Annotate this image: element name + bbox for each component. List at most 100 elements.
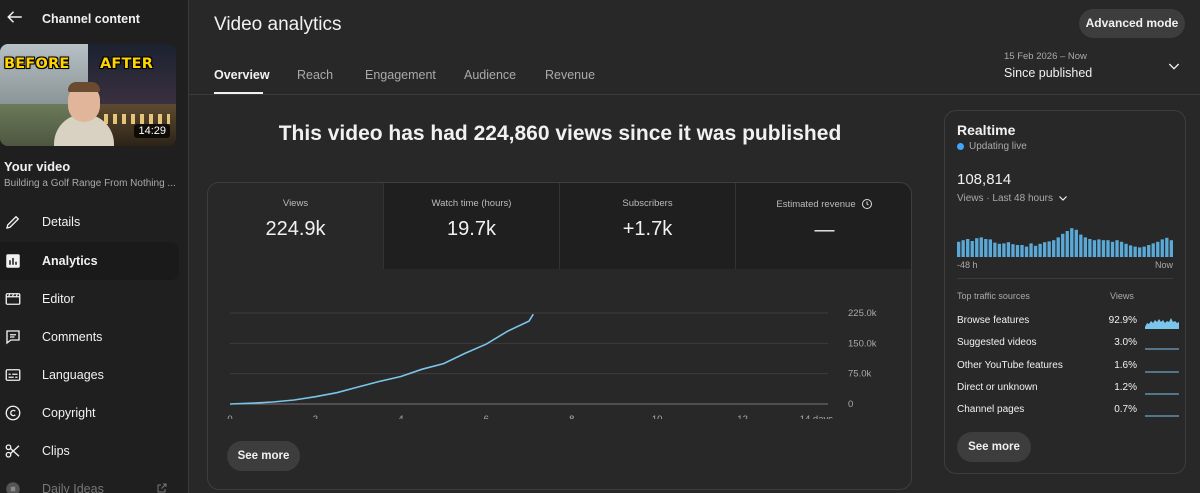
traffic-sparkline — [1145, 415, 1179, 417]
realtime-bar — [1106, 240, 1110, 257]
realtime-see-more-button[interactable]: See more — [957, 432, 1031, 462]
thumbnail-after-label: AFTER — [100, 56, 154, 72]
realtime-bar — [988, 239, 992, 257]
sidebar-item-label: Copyright — [42, 406, 96, 420]
sidebar-item-daily-ideas[interactable]: Daily Ideas — [0, 470, 179, 493]
metric-views[interactable]: Views 224.9k — [208, 183, 384, 269]
sidebar: Channel content BEFORE AFTER 14:29 Your … — [0, 0, 189, 493]
live-dot-icon — [957, 143, 964, 150]
sidebar-item-label: Languages — [42, 368, 104, 382]
sidebar-item-languages[interactable]: Languages — [0, 356, 179, 394]
realtime-bar — [1070, 228, 1074, 257]
sidebar-header: Channel content — [0, 0, 189, 40]
sidebar-item-clips[interactable]: Clips — [0, 432, 179, 470]
realtime-bar — [1024, 246, 1029, 257]
metric-subscribers[interactable]: Subscribers +1.7k — [560, 183, 736, 269]
realtime-bar — [957, 241, 961, 257]
realtime-bar — [984, 239, 988, 257]
realtime-bar — [1088, 239, 1092, 257]
traffic-source-row: Other YouTube features 1.6% — [957, 358, 1181, 376]
tab-engagement[interactable]: Engagement — [365, 68, 436, 82]
realtime-bar — [961, 240, 965, 257]
realtime-bar-chart — [957, 228, 1173, 257]
metric-estimated-revenue[interactable]: Estimated revenue — — [736, 183, 911, 269]
realtime-bar — [1110, 241, 1115, 257]
realtime-bar — [975, 238, 979, 257]
y-tick-label: 0 — [848, 399, 853, 410]
traffic-sources-header: Top traffic sources — [957, 291, 1030, 301]
metric-label: Estimated revenue — [776, 198, 856, 210]
realtime-bar — [1115, 240, 1119, 257]
live-status-text: Updating live — [969, 141, 1027, 152]
see-more-button[interactable]: See more — [227, 441, 300, 471]
live-status: Updating live — [957, 141, 1027, 152]
realtime-title: Realtime — [957, 122, 1016, 138]
active-tab-indicator — [214, 92, 263, 94]
realtime-bar — [997, 243, 1002, 257]
x-tick-label: 8 — [569, 414, 574, 419]
realtime-bar — [1042, 242, 1047, 257]
sidebar-item-analytics[interactable]: Analytics — [0, 242, 179, 280]
ideas-icon — [6, 482, 20, 493]
realtime-bar — [1065, 231, 1069, 257]
metric-label: Watch time (hours) — [431, 198, 512, 209]
advanced-mode-button[interactable]: Advanced mode — [1079, 9, 1185, 38]
sidebar-item-label: Clips — [42, 444, 70, 458]
traffic-sparkline — [1145, 371, 1179, 373]
copyright-icon — [5, 405, 21, 421]
sidebar-item-editor[interactable]: Editor — [0, 280, 179, 318]
realtime-axis-end: Now — [1154, 260, 1173, 270]
your-video-label: Your video — [4, 159, 71, 174]
tab-reach[interactable]: Reach — [297, 68, 334, 82]
divider — [957, 278, 1173, 279]
analytics-icon — [6, 254, 20, 268]
date-range[interactable]: 15 Feb 2026 – Now — [1004, 51, 1087, 62]
x-tick-label: 6 — [484, 414, 489, 419]
arrow-back-icon[interactable] — [6, 8, 24, 26]
views-series-line — [229, 313, 534, 405]
video-thumbnail[interactable]: BEFORE AFTER 14:29 — [0, 44, 176, 146]
traffic-source-row: Browse features 92.9% — [957, 313, 1181, 331]
realtime-bar — [1083, 237, 1088, 257]
subtitles-icon — [5, 369, 21, 381]
sidebar-item-copyright[interactable]: Copyright — [0, 394, 179, 432]
views-line-chart: 0 75.0k 150.0k 225.0k 0 2 4 6 8 10 12 14 days — [227, 308, 877, 419]
sidebar-title: Channel content — [42, 12, 140, 26]
traffic-source-percent: 3.0% — [1114, 337, 1137, 349]
metric-value: 19.7k — [447, 218, 496, 240]
period-selector[interactable]: Since published — [1004, 66, 1093, 80]
metric-label: Views — [282, 198, 309, 209]
realtime-bar — [1119, 241, 1124, 257]
realtime-period-selector[interactable]: Views · Last 48 hours — [957, 192, 1069, 204]
realtime-bar — [1006, 242, 1011, 257]
tab-audience[interactable]: Audience — [464, 68, 517, 82]
realtime-bar — [1011, 244, 1015, 257]
metric-value: 224.9k — [265, 218, 326, 240]
sparkline-shape — [1145, 318, 1179, 329]
traffic-source-name: Other YouTube features — [957, 359, 1063, 371]
realtime-period-label: Views · Last 48 hours — [957, 192, 1053, 204]
realtime-bar — [1033, 245, 1038, 257]
chevron-down-icon[interactable] — [1166, 58, 1182, 74]
y-tick-label: 150.0k — [848, 338, 877, 349]
sidebar-item-details[interactable]: Details — [0, 203, 179, 241]
sidebar-item-comments[interactable]: Comments — [0, 318, 179, 356]
realtime-bar — [1160, 239, 1164, 257]
realtime-bar — [1029, 243, 1033, 257]
sidebar-item-label: Daily Ideas — [42, 482, 104, 493]
tab-overview[interactable]: Overview — [214, 68, 270, 82]
traffic-source-name: Channel pages — [957, 404, 1025, 416]
realtime-bar — [1147, 245, 1151, 257]
realtime-views-value: 108,814 — [957, 171, 1012, 188]
metric-watch-time[interactable]: Watch time (hours) 19.7k — [384, 183, 560, 269]
traffic-sparkline — [1145, 318, 1179, 329]
comments-icon — [6, 330, 20, 345]
tab-revenue[interactable]: Revenue — [545, 68, 596, 82]
video-title[interactable]: Building a Golf Range From Nothing ... — [4, 178, 176, 189]
y-tick-label: 225.0k — [848, 308, 877, 319]
sidebar-item-label: Details — [42, 215, 81, 229]
x-tick-label: 0 — [227, 414, 232, 419]
traffic-sparkline — [1145, 348, 1179, 350]
realtime-bar — [1020, 245, 1024, 257]
realtime-bar — [1061, 233, 1065, 257]
